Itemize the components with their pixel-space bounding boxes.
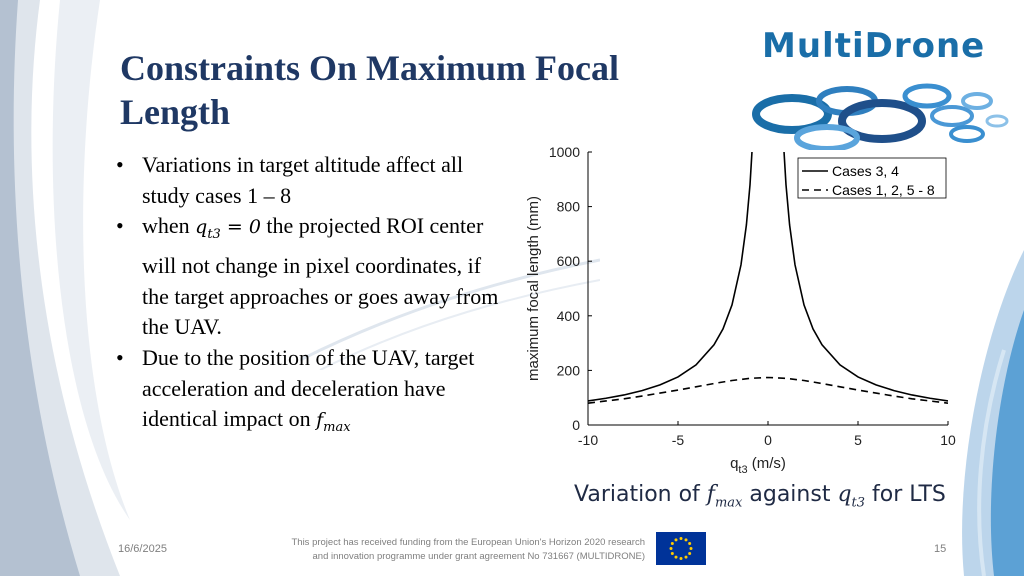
bullet-text: Variations in target altitude affect all…	[142, 152, 464, 208]
multidrone-logo: MultiDrone	[752, 26, 1012, 150]
legend-box	[797, 157, 947, 199]
eu-star	[688, 552, 692, 555]
chart-caption: Variation of fmax against qt3 for LTS	[574, 482, 946, 511]
background-swoosh-right	[962, 250, 1024, 576]
y-axis-label: maximum focal length (mm)	[525, 196, 542, 381]
bullet-text: when	[142, 213, 196, 239]
eu-star	[688, 542, 692, 545]
series-line-cases-3-4	[588, 152, 753, 402]
bullet-list: Variations in target altitude affect all…	[113, 150, 513, 444]
focal-length-chart: 0 200 400 600 800 1000 -10 -5 0 5 10 maximum focal …	[525, 144, 956, 476]
bullet-text: Due to the position of the UAV, target a…	[142, 345, 475, 432]
legend-label: Cases 3, 4	[832, 163, 899, 179]
eu-star	[674, 538, 678, 542]
background-swoosh-left	[0, 0, 130, 576]
legend-label: Cases 1, 2, 5 - 8	[832, 182, 935, 198]
bullet-item: Due to the position of the UAV, target a…	[113, 343, 513, 444]
x-axis-label: qt3 (m/s)	[730, 455, 786, 476]
page-number: 15	[934, 543, 947, 555]
bullet-item: when qt3 = 0 the projected ROI center wi…	[113, 211, 513, 343]
x-tick-label: -5	[672, 432, 685, 448]
series-line-cases-3-4	[783, 152, 948, 402]
y-tick-label: 0	[572, 417, 580, 433]
slide-title-line2: Length	[120, 92, 231, 132]
series-line-cases-1-2-5-8	[588, 376, 948, 404]
footer-date: 16/6/2025	[118, 543, 167, 555]
logo-drone-rings-icon	[752, 83, 1009, 150]
eu-star	[679, 557, 683, 560]
bullet-item: Variations in target altitude affect all…	[113, 150, 513, 211]
slide-title: Constraints On Maximum Focal Length	[120, 46, 680, 134]
math-f-max: fmax	[316, 409, 351, 436]
eu-star	[670, 552, 674, 555]
eu-star	[670, 542, 674, 545]
bullet-text: the projected ROI center will not change…	[142, 213, 499, 340]
y-tick-label: 1000	[549, 144, 580, 160]
footer-funding-text: This project has received funding from t…	[291, 537, 645, 562]
eu-star	[674, 555, 678, 559]
eu-star	[669, 547, 673, 550]
slide-title-line1: Constraints On Maximum Focal	[120, 48, 619, 88]
x-tick-label: 10	[940, 432, 956, 448]
x-tick-label: -10	[578, 432, 598, 448]
y-tick-label: 800	[557, 199, 581, 215]
eu-star	[684, 555, 688, 559]
math-q-t3: qt3 = 0	[195, 216, 261, 243]
y-tick-label: 200	[557, 362, 581, 378]
eu-star	[679, 537, 683, 540]
y-tick-label: 400	[557, 308, 581, 324]
eu-star	[689, 547, 693, 550]
x-tick-label: 5	[854, 432, 862, 448]
eu-flag-icon	[656, 532, 706, 565]
logo-text: MultiDrone	[762, 26, 986, 66]
x-tick-label: 0	[764, 432, 772, 448]
y-tick-label: 600	[557, 253, 581, 269]
eu-star	[684, 538, 688, 542]
